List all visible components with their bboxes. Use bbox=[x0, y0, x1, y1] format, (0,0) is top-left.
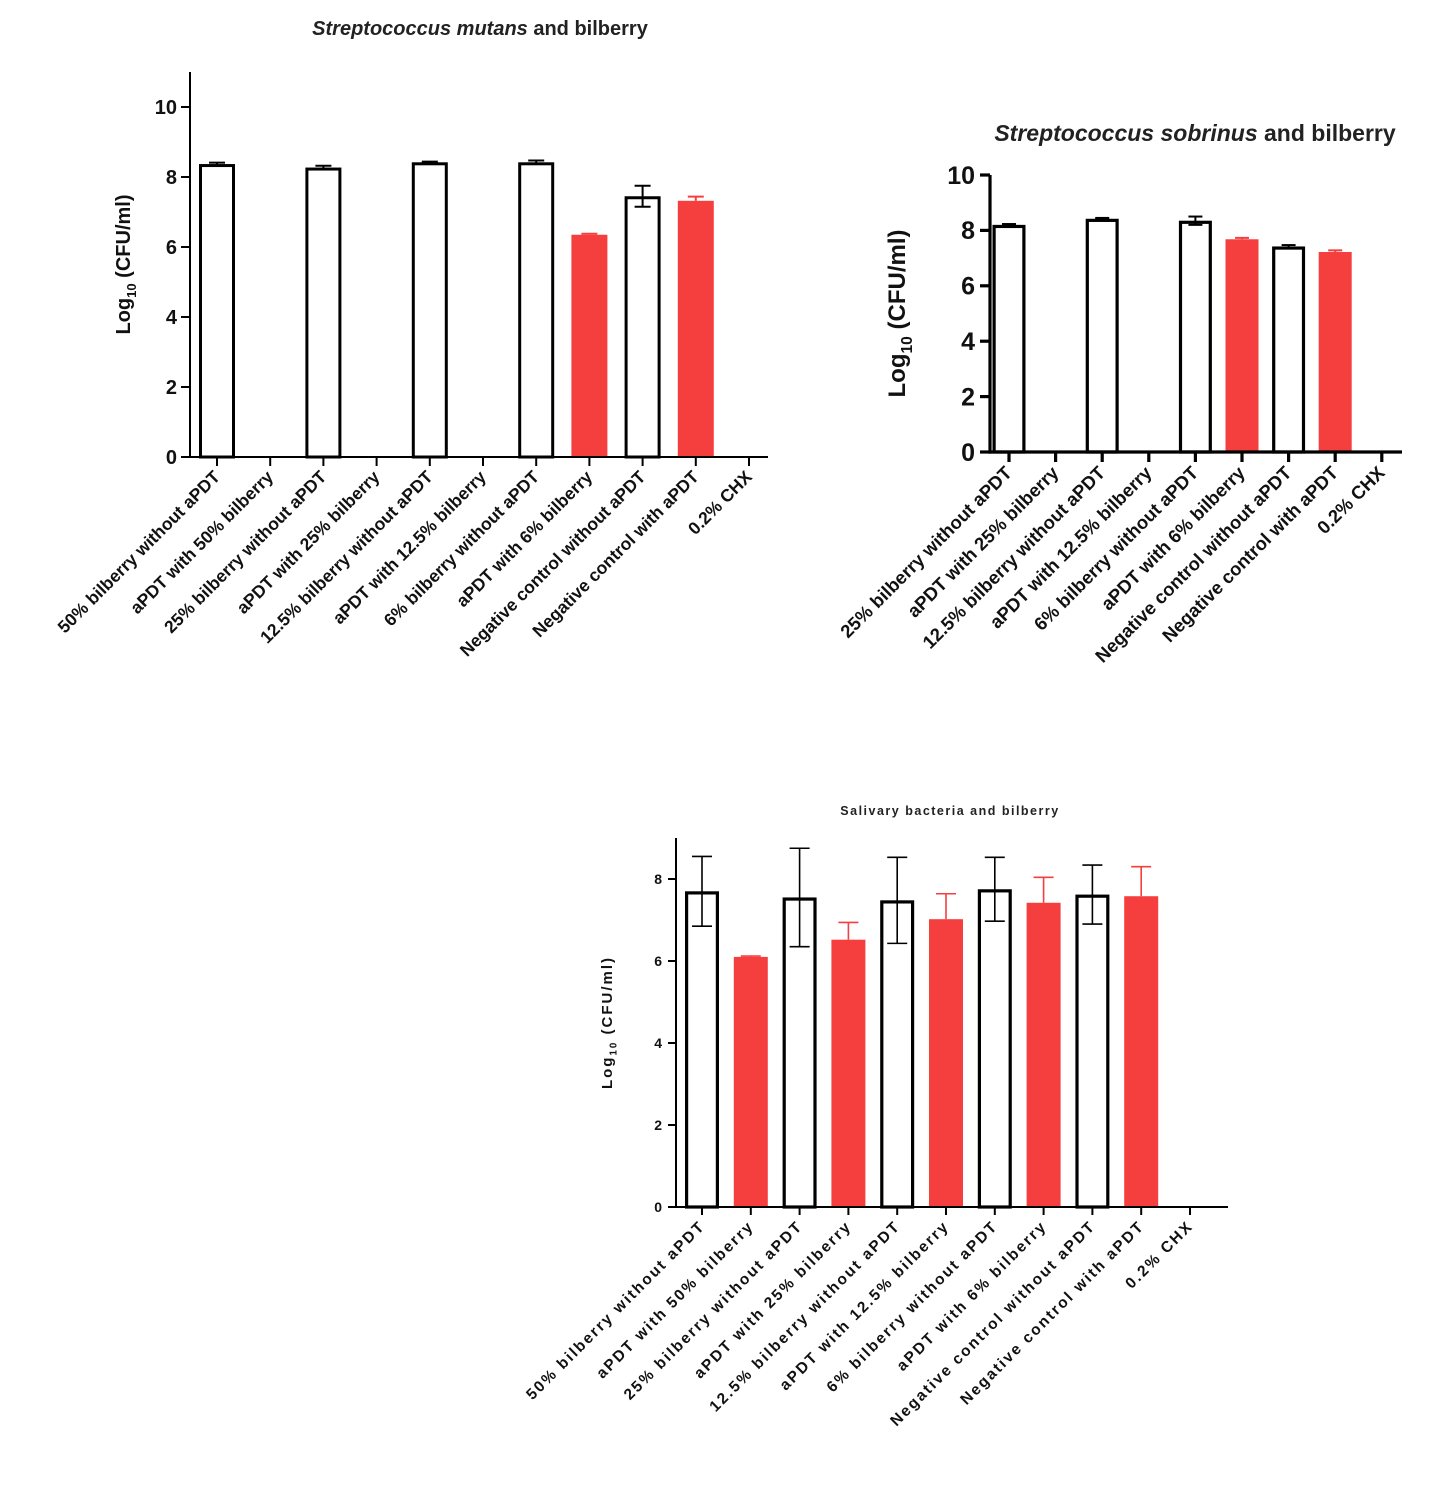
error-bar-12-5-bilberry-without-apdt bbox=[1095, 216, 1110, 221]
y-tick-label: 4 bbox=[654, 1035, 662, 1051]
error-bar-negative-control-with-apdt bbox=[1131, 865, 1152, 897]
bar-apdt-with-12-5-bilberry bbox=[929, 919, 963, 1207]
error-bar-25-bilberry-without-apdt bbox=[1002, 223, 1016, 227]
bar-50-bilberry-without-apdt bbox=[199, 164, 235, 459]
bar-6-bilberry-without-apdt bbox=[977, 889, 1012, 1209]
chart-2: Streptococcus sobrinus and bilberry Log10… bbox=[836, 120, 1402, 667]
y-tick-label: 2 bbox=[654, 1117, 662, 1133]
error-bar-negative-control-without-apdt bbox=[1082, 864, 1103, 925]
category-label-25-bilberry-without-apdt: 25% bilberry without aPDT bbox=[621, 1218, 807, 1404]
bar-apdt-with-6-bilberry bbox=[1225, 239, 1259, 452]
error-bar-6-bilberry-without-apdt bbox=[1188, 215, 1203, 226]
bar-negative-control-with-apdt bbox=[1124, 896, 1159, 1207]
error-bar-6-bilberry-without-apdt bbox=[984, 856, 1005, 923]
y-tick-label: 0 bbox=[654, 1199, 662, 1215]
y-tick-label: 10 bbox=[155, 97, 177, 119]
y-tick-label: 0 bbox=[166, 447, 177, 469]
bar-25-bilberry-without-apdt bbox=[305, 167, 342, 459]
bar-6-bilberry-without-apdt bbox=[1178, 220, 1212, 454]
error-bar-negative-control-with-apdt bbox=[687, 195, 704, 201]
bar-25-bilberry-without-apdt bbox=[992, 224, 1026, 454]
error-bar-apdt-with-25-bilberry bbox=[838, 921, 859, 940]
error-bar-negative-control-with-apdt bbox=[1328, 249, 1343, 253]
error-bar-apdt-with-6-bilberry bbox=[1235, 236, 1249, 240]
y-tick-label: 8 bbox=[166, 167, 177, 189]
y-tick-label: 2 bbox=[166, 377, 177, 399]
bar-negative-control-with-apdt bbox=[677, 200, 714, 458]
error-bar-apdt-with-12-5-bilberry bbox=[936, 892, 956, 920]
chart-title-italic: Streptococcus mutans bbox=[312, 18, 528, 40]
y-tick-label: 8 bbox=[961, 217, 975, 245]
chart-1: Streptococcus mutans and bilberry Log10 (… bbox=[54, 18, 768, 660]
bar-apdt-with-6-bilberry bbox=[571, 234, 608, 457]
bar-12-5-bilberry-without-apdt bbox=[880, 900, 915, 1209]
y-tick-label: 4 bbox=[166, 307, 178, 329]
bar-12-5-bilberry-without-apdt bbox=[1085, 218, 1119, 454]
chart-3: Salivary bacteria and bilberry Log10 (CFU… bbox=[523, 804, 1228, 1430]
y-axis-label: Log10 (CFU/ml) bbox=[599, 956, 620, 1089]
y-axis-label: Log10 (CFU/ml) bbox=[113, 194, 139, 334]
error-bar-12-5-bilberry-without-apdt bbox=[421, 160, 438, 164]
chart-title-rest: and bilberry bbox=[1258, 120, 1396, 146]
bar-apdt-with-50-bilberry bbox=[733, 956, 768, 1207]
category-label-negative-control-with-apdt: Negative control with aPDT bbox=[957, 1218, 1148, 1409]
bar-6-bilberry-without-apdt bbox=[518, 162, 555, 459]
category-label-50-bilberry-without-apdt: 50% bilberry without aPDT bbox=[523, 1218, 709, 1404]
bar-negative-control-without-apdt bbox=[1272, 246, 1306, 454]
error-bar-50-bilberry-without-apdt bbox=[692, 855, 712, 927]
chart-title: Streptococcus sobrinus and bilberry bbox=[994, 120, 1396, 146]
error-bar-25-bilberry-without-apdt bbox=[315, 164, 332, 171]
bar-apdt-with-25-bilberry bbox=[831, 939, 866, 1207]
chart-title: Streptococcus mutans and bilberry bbox=[312, 18, 649, 40]
chart-title-rest: and bilberry bbox=[528, 18, 649, 40]
error-bar-negative-control-without-apdt bbox=[1281, 244, 1296, 249]
chart-title-rest: Salivary bacteria and bilberry bbox=[840, 804, 1059, 818]
bar-negative-control-without-apdt bbox=[1075, 894, 1110, 1209]
error-bar-6-bilberry-without-apdt bbox=[528, 159, 545, 166]
error-bar-25-bilberry-without-apdt bbox=[789, 847, 810, 948]
bar-apdt-with-6-bilberry bbox=[1026, 902, 1061, 1207]
y-tick-label: 2 bbox=[961, 383, 975, 411]
y-axis-label: Log10 (CFU/ml) bbox=[884, 230, 916, 398]
chart-title-italic: Streptococcus sobrinus bbox=[994, 120, 1257, 146]
y-tick-label: 6 bbox=[654, 953, 662, 969]
bar-negative-control-without-apdt bbox=[624, 196, 661, 459]
category-label-6-bilberry-without-apdt: 6% bilberry without aPDT bbox=[824, 1218, 1002, 1396]
bar-negative-control-with-apdt bbox=[1318, 252, 1352, 452]
chart-title: Salivary bacteria and bilberry bbox=[840, 804, 1059, 818]
y-tick-label: 0 bbox=[961, 439, 975, 467]
y-tick-label: 6 bbox=[961, 273, 975, 301]
error-bar-apdt-with-50-bilberry bbox=[740, 955, 761, 957]
category-label-12-5-bilberry-without-apdt: 12.5% bilberry without aPDT bbox=[918, 461, 1109, 652]
error-bar-50-bilberry-without-apdt bbox=[209, 161, 225, 167]
error-bar-12-5-bilberry-without-apdt bbox=[887, 856, 908, 945]
error-bar-apdt-with-6-bilberry bbox=[581, 232, 598, 235]
y-tick-label: 4 bbox=[961, 328, 975, 356]
y-tick-label: 6 bbox=[166, 237, 177, 259]
bar-12-5-bilberry-without-apdt bbox=[411, 162, 448, 459]
error-bar-negative-control-without-apdt bbox=[634, 184, 651, 208]
y-tick-label: 8 bbox=[654, 871, 662, 887]
bar-50-bilberry-without-apdt bbox=[684, 891, 719, 1209]
error-bar-apdt-with-6-bilberry bbox=[1033, 876, 1054, 903]
y-tick-label: 10 bbox=[947, 162, 975, 190]
